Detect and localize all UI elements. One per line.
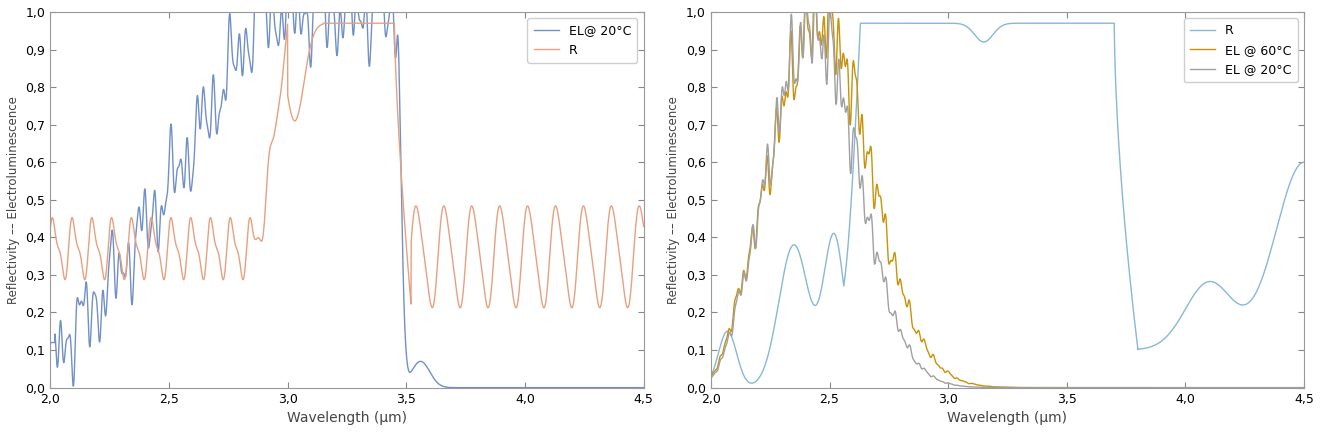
R xyxy=(770,299,786,305)
EL @ 20°C xyxy=(797,10,812,15)
EL @ 20°C xyxy=(1296,385,1312,390)
EL @ 20°C xyxy=(703,376,719,381)
R xyxy=(635,224,651,229)
EL @ 60°C xyxy=(1221,385,1236,390)
EL@ 20°C xyxy=(269,42,285,48)
R xyxy=(145,224,161,229)
Line: R: R xyxy=(50,23,643,308)
EL @ 20°C xyxy=(1221,385,1236,390)
EL @ 20°C xyxy=(770,120,786,125)
Y-axis label: Reflectivity –– Electroluminescence: Reflectivity –– Electroluminescence xyxy=(667,96,680,304)
EL @ 60°C xyxy=(956,379,972,384)
R xyxy=(956,23,972,28)
R xyxy=(316,21,332,26)
EL @ 20°C xyxy=(1285,385,1301,390)
R xyxy=(269,109,285,114)
EL @ 20°C xyxy=(930,378,946,383)
R xyxy=(110,246,125,251)
R xyxy=(703,374,719,379)
EL @ 60°C xyxy=(797,10,812,15)
Line: EL @ 20°C: EL @ 20°C xyxy=(711,12,1304,388)
EL @ 60°C xyxy=(806,10,822,15)
EL @ 60°C xyxy=(930,363,946,368)
R xyxy=(852,21,868,26)
R xyxy=(1221,293,1236,298)
Legend: EL@ 20°C, R: EL@ 20°C, R xyxy=(527,18,637,63)
R xyxy=(296,83,312,88)
R xyxy=(42,226,58,231)
R xyxy=(806,302,822,308)
EL@ 20°C xyxy=(625,385,641,390)
Line: EL @ 60°C: EL @ 60°C xyxy=(711,12,1304,388)
R xyxy=(560,290,576,295)
EL@ 20°C xyxy=(560,385,576,390)
EL @ 60°C xyxy=(770,136,786,141)
EL @ 60°C xyxy=(1296,385,1312,390)
R xyxy=(1285,173,1301,178)
EL @ 20°C xyxy=(956,384,972,389)
X-axis label: Wavelength (μm): Wavelength (μm) xyxy=(947,411,1067,425)
EL@ 20°C xyxy=(247,10,263,15)
R xyxy=(1296,159,1312,165)
R xyxy=(931,21,947,26)
X-axis label: Wavelength (μm): Wavelength (μm) xyxy=(287,411,407,425)
EL@ 20°C xyxy=(145,202,161,207)
Y-axis label: Reflectivity –– Electroluminescence: Reflectivity –– Electroluminescence xyxy=(7,96,20,304)
EL@ 20°C xyxy=(296,12,312,17)
EL @ 20°C xyxy=(806,10,822,15)
Line: R: R xyxy=(711,23,1304,383)
EL@ 20°C xyxy=(635,385,651,390)
Legend: R, EL @ 60°C, EL @ 20°C: R, EL @ 60°C, EL @ 20°C xyxy=(1184,18,1297,82)
Line: EL@ 20°C: EL@ 20°C xyxy=(50,12,643,388)
EL @ 60°C xyxy=(1285,385,1301,390)
EL@ 20°C xyxy=(110,262,125,267)
R xyxy=(625,270,641,275)
R xyxy=(744,381,760,386)
R xyxy=(536,305,552,310)
EL @ 60°C xyxy=(703,374,719,379)
EL@ 20°C xyxy=(42,340,58,345)
